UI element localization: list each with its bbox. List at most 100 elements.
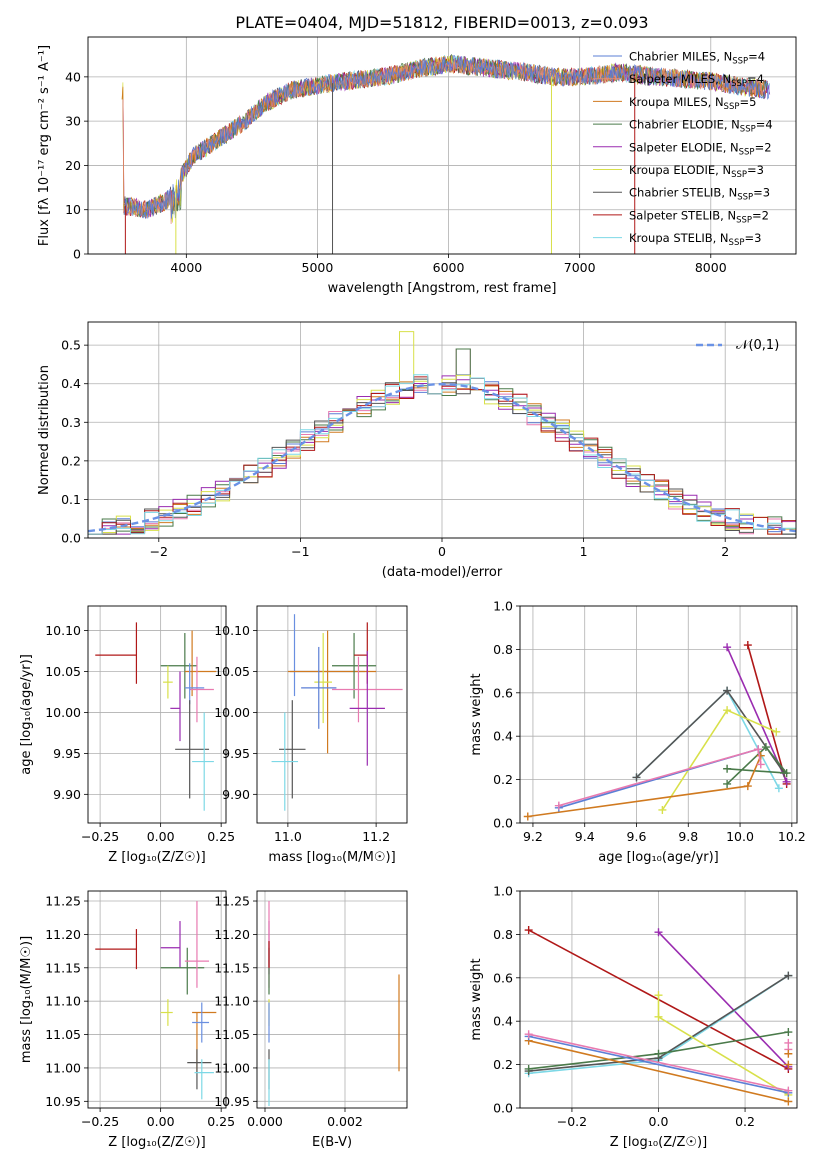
x-axis-label: mass [log₁₀(M/M☉)]	[268, 850, 395, 865]
grid	[257, 606, 407, 823]
age-vs-metallicity-panel: −0.25 0.00 0.25 9.90 9.95 10.00 10.05 10.10 Z [l…	[19, 605, 235, 865]
grid	[88, 322, 796, 539]
y-tick-label: 10.10	[214, 623, 250, 638]
y-tick-label: 0.4	[493, 729, 513, 744]
y-tick-label: 0.0	[61, 531, 81, 546]
x-tick-label: 2	[721, 544, 729, 559]
legend-entry: Salpeter MILES, NSSP=4	[629, 72, 764, 89]
weight-line	[558, 748, 762, 807]
legend-entry: Salpeter STELIB, NSSP=2	[629, 208, 769, 225]
grid	[520, 605, 797, 824]
error-bar-point	[314, 633, 332, 724]
mass-vs-ebv-panel: 0.000 0.002 10.95 11.00 11.05 11.10 11.15 11.20…	[214, 890, 408, 1150]
legend-entry: Salpeter ELODIE, NSSP=2	[629, 140, 772, 157]
weight-marker	[723, 764, 732, 773]
y-tick-label: 1.0	[493, 599, 513, 614]
legend-label: Kroupa MILES, N	[629, 95, 724, 109]
legend-subscript: SSP	[724, 102, 740, 112]
axes-frame	[519, 890, 798, 1109]
y-tick-label: 10.00	[45, 705, 81, 720]
weight-vs-age-panel: 9.2 9.4 9.6 9.8 10.0 10.2 0.0 0.2 0.4 0.6 0.8 1.0 ag…	[469, 599, 806, 866]
y-tick-label: 10.00	[214, 705, 250, 720]
error-bar-point	[287, 630, 377, 754]
error-bar-point	[301, 646, 337, 729]
x-tick-label: 0.25	[207, 1114, 235, 1129]
y-tick-label: 0.1	[61, 492, 81, 507]
x-axis-label: Z [log₁₀(Z/Z☉)]	[108, 850, 205, 865]
error-bar-point	[170, 671, 181, 742]
x-tick-label: 9.8	[678, 829, 698, 844]
x-tick-label: 0.00	[147, 1114, 175, 1129]
weight-marker	[784, 1028, 793, 1037]
y-tick-label: 0.8	[493, 927, 513, 942]
weight-marker	[723, 779, 732, 788]
weight-marker	[523, 812, 532, 821]
axes-frame	[256, 890, 408, 1109]
y-axis-label: mass weight	[469, 673, 484, 755]
y-tick-label: 11.15	[214, 960, 250, 975]
y-tick-label: 20	[65, 158, 81, 173]
y-tick-label: 30	[65, 114, 81, 129]
weight-marker	[723, 686, 732, 695]
error-bar-point	[163, 665, 173, 699]
axes-frame	[87, 36, 797, 255]
weight-line	[528, 1033, 789, 1092]
y-tick-label: 0	[73, 247, 81, 262]
x-axis-label: Z [log₁₀(Z/Z☉)]	[610, 1135, 707, 1150]
plot-area	[524, 926, 793, 1106]
x-tick-label: 0.002	[327, 1114, 363, 1129]
weight-marker	[654, 991, 663, 1000]
x-axis-label: (data-model)/error	[382, 565, 503, 580]
weight-marker	[774, 784, 783, 793]
legend-entry: 𝒩(0,1)	[736, 338, 779, 353]
legend-label: Chabrier STELIB, N	[629, 186, 737, 200]
weight-marker	[784, 1049, 793, 1058]
x-tick-label: 0.2	[735, 1114, 755, 1129]
legend-count: =5	[739, 95, 756, 109]
x-tick-label: 6000	[433, 260, 465, 275]
y-tick-label: 0.0	[493, 1101, 513, 1116]
y-axis-label: mass [log₁₀(M/M☉)]	[19, 936, 34, 1063]
error-bar-point	[160, 633, 197, 699]
weight-marker	[554, 801, 563, 810]
error-bar-point	[160, 999, 173, 1026]
y-tick-label: 11.00	[45, 1060, 81, 1075]
error-bar-point	[192, 1002, 210, 1043]
error-bar-point	[271, 712, 299, 811]
y-tick-label: 9.95	[53, 746, 81, 761]
grid	[257, 891, 407, 1108]
x-tick-label: 8000	[695, 260, 727, 275]
residuals-panel: −2 −1 0 1 2 0.0 0.1 0.2 0.3 0.4 0.5 (data-model)/er…	[37, 321, 797, 580]
weight-marker	[756, 751, 765, 760]
weight-line	[528, 1035, 789, 1094]
x-tick-label: 11.2	[362, 829, 390, 844]
plot-area	[523, 641, 791, 821]
y-tick-label: 9.90	[53, 787, 81, 802]
x-tick-label: 0	[438, 544, 446, 559]
plot-area	[121, 53, 771, 254]
y-axis-label: mass weight	[469, 958, 484, 1040]
y-tick-label: 11.05	[45, 1027, 81, 1042]
x-axis-label: E(B-V)	[312, 1135, 352, 1150]
figure-title: PLATE=0404, MJD=51812, FIBERID=0013, z=0…	[235, 13, 648, 32]
y-tick-label: 0.2	[493, 1057, 513, 1072]
weight-line	[747, 644, 788, 785]
x-tick-label: 9.2	[523, 829, 543, 844]
weight-marker	[761, 743, 770, 752]
x-tick-label: 9.4	[575, 829, 595, 844]
error-bar-point	[187, 1049, 212, 1090]
legend-label: Salpeter STELIB, N	[629, 208, 736, 222]
y-tick-label: 9.90	[222, 787, 250, 802]
y-tick-label: 11.10	[45, 994, 81, 1009]
y-tick-label: 11.20	[45, 927, 81, 942]
x-axis-label: Z [log₁₀(Z/Z☉)]	[108, 1135, 205, 1150]
error-bar-point	[192, 712, 214, 811]
legend-subscript: SSP	[737, 193, 753, 203]
x-tick-label: 0.0	[649, 1114, 669, 1129]
y-tick-label: 11.00	[214, 1060, 250, 1075]
legend-label: Kroupa STELIB, N	[629, 231, 729, 245]
legend-subscript: SSP	[736, 215, 752, 225]
legend-count: =2	[752, 208, 769, 222]
legend-entry: Kroupa MILES, NSSP=5	[629, 95, 756, 112]
legend-entry: Kroupa STELIB, NSSP=3	[629, 231, 761, 248]
